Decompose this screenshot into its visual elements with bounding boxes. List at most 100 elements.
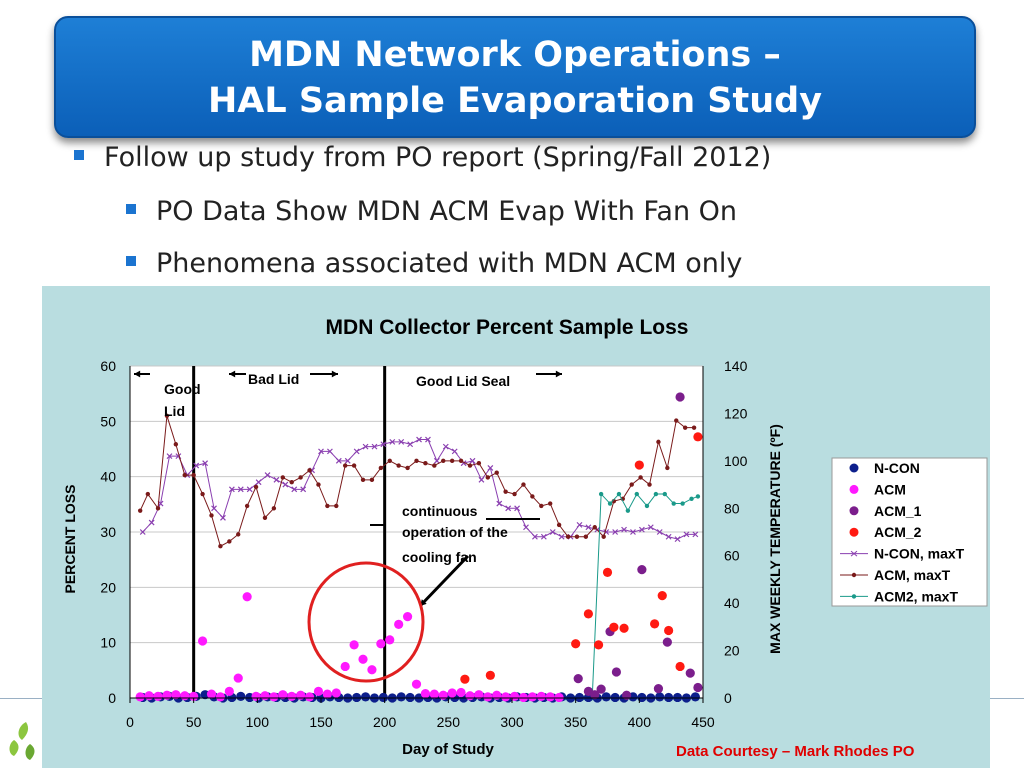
data-point <box>340 661 350 672</box>
arrow-head <box>134 370 141 378</box>
series-marker <box>300 486 307 493</box>
series-marker <box>607 501 613 506</box>
y-tick-label: 50 <box>100 413 116 429</box>
data-point <box>189 691 199 701</box>
y-tick-label: 0 <box>108 690 116 706</box>
data-point <box>287 691 297 701</box>
legend-swatch <box>849 506 859 516</box>
data-point <box>610 692 620 703</box>
data-point <box>180 691 190 701</box>
series-marker <box>671 501 676 506</box>
series-marker <box>638 526 645 533</box>
series-marker <box>647 524 654 531</box>
data-point <box>609 622 619 632</box>
data-point <box>573 674 583 684</box>
series-marker <box>656 529 663 535</box>
series-marker <box>478 476 485 483</box>
series-marker <box>423 461 428 466</box>
series-marker <box>656 439 661 445</box>
series-marker <box>148 519 155 526</box>
legend-label: ACM_1 <box>874 503 922 519</box>
series-marker <box>200 491 205 497</box>
data-point <box>331 688 341 698</box>
bullet-square-icon <box>126 255 136 266</box>
data-point <box>509 691 520 701</box>
series-marker <box>695 494 701 499</box>
arrow-head <box>331 370 338 378</box>
data-point <box>664 692 674 703</box>
bullet-3-text: Phenomena associated with MDN ACM only <box>156 248 743 279</box>
series-marker <box>680 501 685 506</box>
slide-title-line1: MDN Network Operations – <box>249 35 781 75</box>
bullet-3: Phenomena associated with MDN ACM only <box>126 248 742 279</box>
y2-tick-label: 100 <box>724 453 748 469</box>
data-point <box>465 691 475 701</box>
bullet-square-icon <box>126 203 136 214</box>
series-marker <box>451 448 458 455</box>
data-point <box>554 692 564 703</box>
title-banner: MDN Network Operations – HAL Sample Evap… <box>54 16 976 138</box>
series-marker <box>449 458 455 464</box>
arrow-head <box>555 370 562 378</box>
series-marker <box>683 531 690 538</box>
series-marker <box>326 448 333 455</box>
slide-title-line2: HAL Sample Evaporation Study <box>207 81 823 121</box>
series-marker <box>371 443 378 450</box>
series-marker <box>433 457 440 464</box>
series-marker <box>325 503 330 509</box>
data-point <box>411 679 422 689</box>
series-marker <box>360 477 366 483</box>
series-marker <box>665 465 670 471</box>
legend-swatch <box>849 463 859 473</box>
data-point <box>313 686 324 696</box>
series-marker <box>262 515 268 520</box>
series-marker <box>369 477 375 483</box>
legend-swatch-marker <box>850 550 858 557</box>
series-marker <box>521 482 526 487</box>
series-marker <box>621 526 627 533</box>
y2-tick-label: 80 <box>724 500 740 516</box>
series-marker <box>389 438 396 445</box>
y2-tick-label: 120 <box>724 405 748 421</box>
series-marker <box>220 514 226 521</box>
series-marker <box>255 479 262 486</box>
series-marker <box>344 457 351 464</box>
series-marker <box>653 491 659 497</box>
data-point <box>352 692 362 703</box>
series-marker <box>549 529 556 535</box>
data-point <box>144 691 154 701</box>
x-tick-label: 100 <box>246 714 270 730</box>
x-tick-label: 300 <box>500 714 524 730</box>
series-marker <box>689 496 694 501</box>
data-point <box>527 692 537 702</box>
series-marker <box>514 505 521 512</box>
legend: N-CON ACM ACM_1 ACM_2 N-CON, maxT ACM, maxT AC… <box>831 457 988 607</box>
leaf-logo-icon <box>9 722 35 760</box>
series-marker <box>271 506 277 511</box>
chart: 0 10 20 30 40 50 60 0 20 40 60 80 100 120 140 0 50 100 150… <box>62 316 988 760</box>
data-point <box>376 639 386 649</box>
series-marker <box>166 453 173 460</box>
data-point <box>304 692 315 702</box>
data-point <box>153 691 163 701</box>
annotation-bad-lid: Bad Lid <box>248 371 299 387</box>
y2-tick-label: 60 <box>724 548 740 564</box>
series-marker <box>425 436 431 443</box>
chart-title: MDN Collector Percent Sample Loss <box>326 316 689 339</box>
annotation-fan-note: continuous operation of the cooling fan <box>402 503 508 565</box>
data-point <box>664 625 674 636</box>
legend-label: ACM <box>874 481 906 497</box>
series-marker <box>244 503 250 509</box>
bullet-2: PO Data Show MDN ACM Evap With Fan On <box>126 196 737 227</box>
series-marker <box>351 463 357 468</box>
series-marker <box>523 524 529 531</box>
series-marker <box>585 524 592 531</box>
data-point <box>171 690 181 700</box>
series-marker <box>316 482 321 487</box>
series-marker <box>674 418 679 423</box>
series-marker <box>407 441 414 448</box>
legend-label: N-CON, maxT <box>874 546 965 562</box>
x-tick-label: 200 <box>373 714 397 730</box>
series-marker <box>237 486 244 493</box>
series-marker <box>432 463 437 468</box>
